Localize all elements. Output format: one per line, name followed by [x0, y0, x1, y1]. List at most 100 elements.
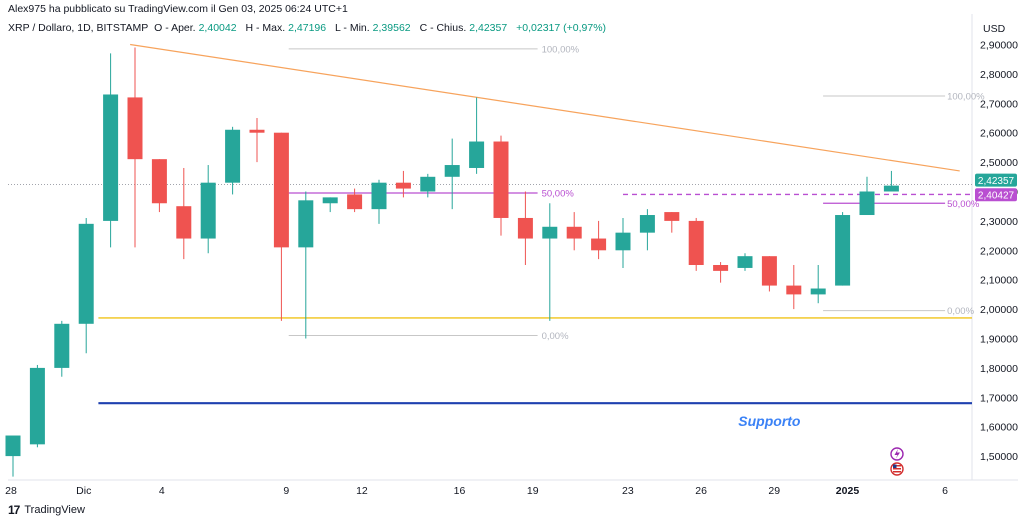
low-value: 2,39562: [372, 22, 411, 34]
chart-icons: [890, 447, 904, 476]
bearish-candle: [151, 159, 167, 213]
candle-body: [713, 265, 729, 271]
y-tick-label: 2,30000: [980, 216, 1018, 228]
brand-name: TradingView: [24, 504, 85, 516]
candle-body: [5, 435, 21, 457]
candle-body: [493, 141, 509, 218]
candle-body: [395, 182, 411, 189]
symbol-name: XRP / Dollaro, 1D, BITSTAMP: [8, 22, 149, 34]
price-tag-bg: [975, 173, 1017, 187]
bullish-candle: [5, 435, 21, 477]
open-label: O - Aper.: [154, 22, 196, 34]
y-tick-label: 2,60000: [980, 128, 1018, 140]
x-tick-label: 9: [283, 485, 289, 497]
bearish-candle: [347, 188, 363, 213]
candle-body: [688, 220, 704, 265]
candle-body: [761, 256, 777, 286]
bullish-candle: [103, 53, 119, 248]
x-tick-label: 6: [942, 485, 948, 497]
candle-body: [176, 206, 192, 239]
candle-body: [103, 94, 119, 221]
ohlc-legend: XRP / Dollaro, 1D, BITSTAMP O - Aper. 2,4…: [8, 22, 612, 34]
candle-body: [151, 159, 167, 204]
candle-body: [737, 256, 753, 268]
resistance-trendline: [130, 43, 960, 172]
bearish-candle: [664, 212, 680, 233]
x-tick-label: 26: [695, 485, 707, 497]
fib-right-level-label: 0,00%: [947, 306, 974, 317]
bullish-candle: [883, 170, 899, 192]
y-tick-label: 2,20000: [980, 245, 1018, 257]
candle-body: [371, 182, 387, 210]
candle-body: [127, 97, 143, 160]
high-value: 2,47196: [288, 22, 327, 34]
axes-layer: 2,900002,800002,700002,600002,500002,400…: [5, 40, 1018, 498]
y-tick-label: 1,50000: [980, 451, 1018, 463]
candle-body: [347, 194, 363, 210]
y-tick-label: 1,60000: [980, 422, 1018, 434]
high-label: H - Max.: [245, 22, 286, 34]
bullish-candle: [542, 203, 558, 321]
chart-frame: [8, 14, 1018, 481]
x-tick-label: 29: [768, 485, 780, 497]
y-tick-label: 2,90000: [980, 40, 1018, 52]
candle-body: [444, 165, 460, 177]
y-tick-label: 1,70000: [980, 392, 1018, 404]
bullish-candle: [200, 165, 216, 254]
price-tag-label: 2,42357: [978, 176, 1015, 187]
candle-body: [615, 232, 631, 251]
price-tag-label: 2,40427: [978, 191, 1015, 202]
x-tick-label: 28: [5, 485, 17, 497]
y-tick-label: 2,10000: [980, 275, 1018, 287]
x-tick-label: 23: [622, 485, 634, 497]
bullish-candle: [54, 320, 70, 377]
fib-right-level-label: 50,00%: [947, 199, 980, 210]
bullish-candle: [78, 217, 94, 354]
lightning-icon[interactable]: [890, 447, 904, 461]
bearish-candle: [493, 135, 509, 236]
bearish-candle: [395, 170, 411, 198]
candle-body: [883, 185, 899, 192]
bearish-candle: [517, 191, 533, 265]
bullish-candle: [298, 191, 314, 339]
fib-level-tag: 2,40427: [975, 188, 1017, 202]
candle-body: [78, 223, 94, 324]
bullish-candle: [225, 126, 241, 195]
candle-body: [566, 226, 582, 239]
x-tick-label: 16: [454, 485, 466, 497]
bearish-candle: [591, 220, 607, 260]
publish-info: Alex975 ha pubblicato su TradingView.com…: [8, 3, 348, 15]
candle-body: [29, 367, 45, 445]
fib-right-level-label: 100,00%: [947, 91, 985, 102]
candle-body: [517, 217, 533, 239]
candle-body: [639, 215, 655, 233]
y-tick-label: 2,50000: [980, 157, 1018, 169]
y-tick-label: 2,70000: [980, 98, 1018, 110]
bearish-candle: [786, 265, 802, 310]
fib-left-level-label: 100,00%: [542, 44, 580, 55]
low-label: L - Min.: [335, 22, 370, 34]
candle-body: [273, 132, 289, 248]
bullish-candle: [371, 179, 387, 224]
x-tick-label: 2025: [836, 485, 860, 497]
bullish-candle: [810, 265, 826, 304]
bullish-candle: [737, 253, 753, 271]
x-tick-label: 19: [527, 485, 539, 497]
candle-body: [835, 215, 851, 286]
fib-left-level-label: 50,00%: [542, 188, 575, 199]
bullish-candle: [835, 212, 851, 286]
us-flag-icon[interactable]: [890, 462, 904, 476]
candle-body: [322, 197, 338, 204]
bearish-candle: [273, 132, 289, 321]
tradingview-footer: 17 TradingView: [8, 503, 85, 517]
candles-layer: [5, 47, 899, 477]
bullish-candle: [639, 209, 655, 251]
close-label: C - Chius.: [419, 22, 467, 34]
bearish-candle: [688, 217, 704, 271]
y-tick-label: 1,80000: [980, 363, 1018, 375]
candle-body: [249, 129, 265, 133]
x-tick-label: Dic: [76, 485, 91, 497]
last-price-tag: 2,42357: [975, 173, 1017, 187]
currency-label: USD: [983, 23, 1006, 35]
